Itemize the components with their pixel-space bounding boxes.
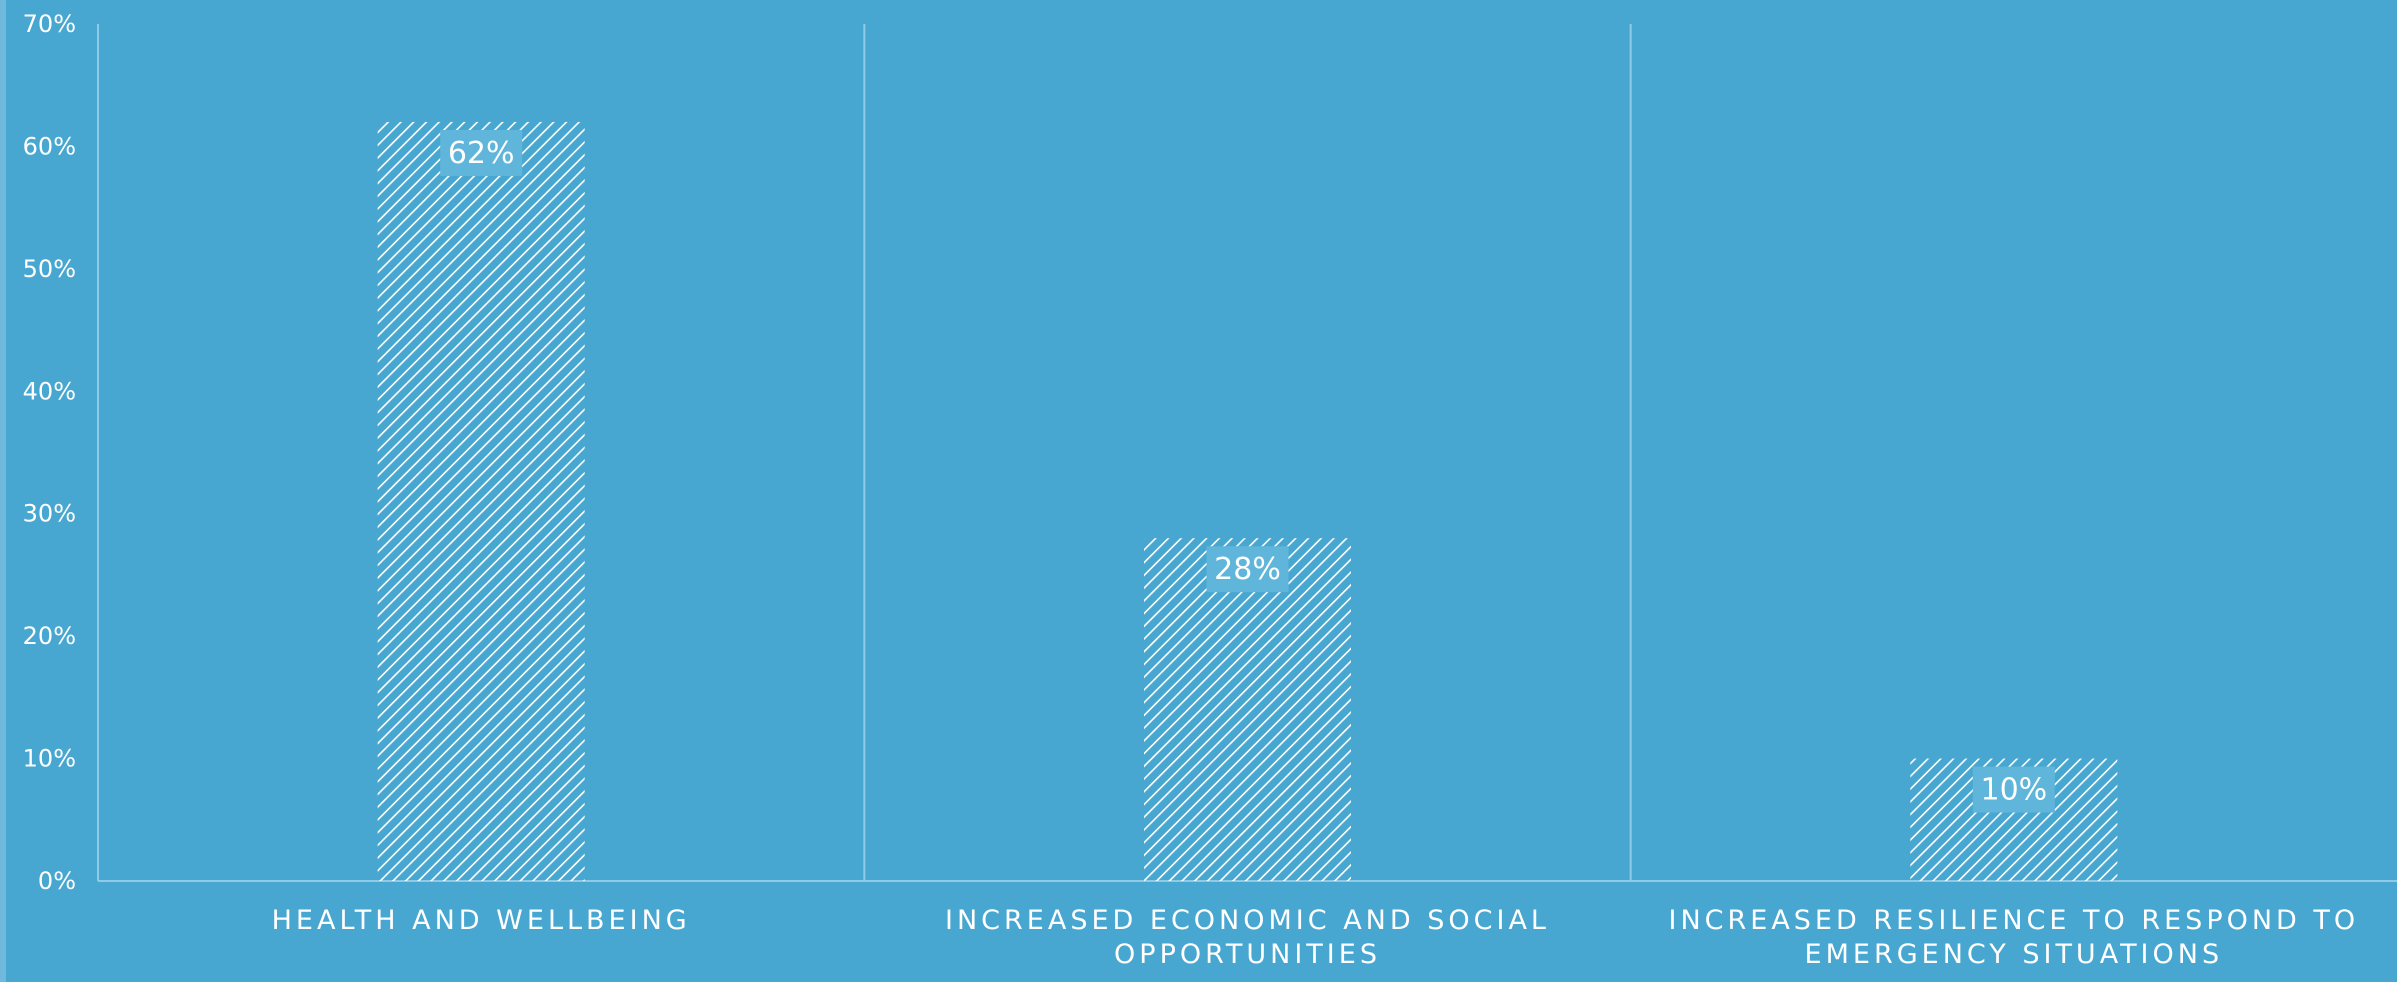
x-category-label: INCREASED ECONOMIC AND SOCIAL OPPORTUNITI… bbox=[945, 905, 1550, 970]
y-tick-label: 60% bbox=[23, 132, 76, 160]
y-tick-label: 30% bbox=[23, 500, 76, 528]
x-category-label: HEALTH AND WELLBEING bbox=[272, 905, 691, 936]
y-tick-label: 20% bbox=[23, 622, 76, 650]
y-axis: 0% 10% 20% 30% 40% 50% 60% 70% bbox=[23, 10, 76, 895]
x-category-label: INCREASED RESILIENCE TO RESPOND TO EMERGE… bbox=[1668, 905, 2359, 970]
y-tick-label: 10% bbox=[23, 745, 76, 773]
x-axis: HEALTH AND WELLBEING INCREASED ECONOMIC A… bbox=[272, 905, 2359, 970]
data-label: 10% bbox=[1980, 773, 2047, 808]
y-tick-label: 40% bbox=[23, 377, 76, 405]
bars bbox=[377, 121, 2118, 881]
y-tick-label: 70% bbox=[23, 10, 76, 38]
y-tick-label: 50% bbox=[23, 255, 76, 283]
y-tick-label: 0% bbox=[38, 867, 76, 895]
data-label-box bbox=[1972, 766, 2055, 813]
bar bbox=[377, 121, 585, 881]
bar bbox=[1144, 538, 1351, 881]
data-labels: 62% 28% 10% bbox=[440, 129, 2055, 813]
left-edge-strip bbox=[0, 0, 6, 982]
data-label: 62% bbox=[448, 136, 515, 171]
data-label-box bbox=[440, 129, 523, 176]
data-label: 28% bbox=[1214, 552, 1281, 587]
data-label-box bbox=[1206, 546, 1289, 593]
